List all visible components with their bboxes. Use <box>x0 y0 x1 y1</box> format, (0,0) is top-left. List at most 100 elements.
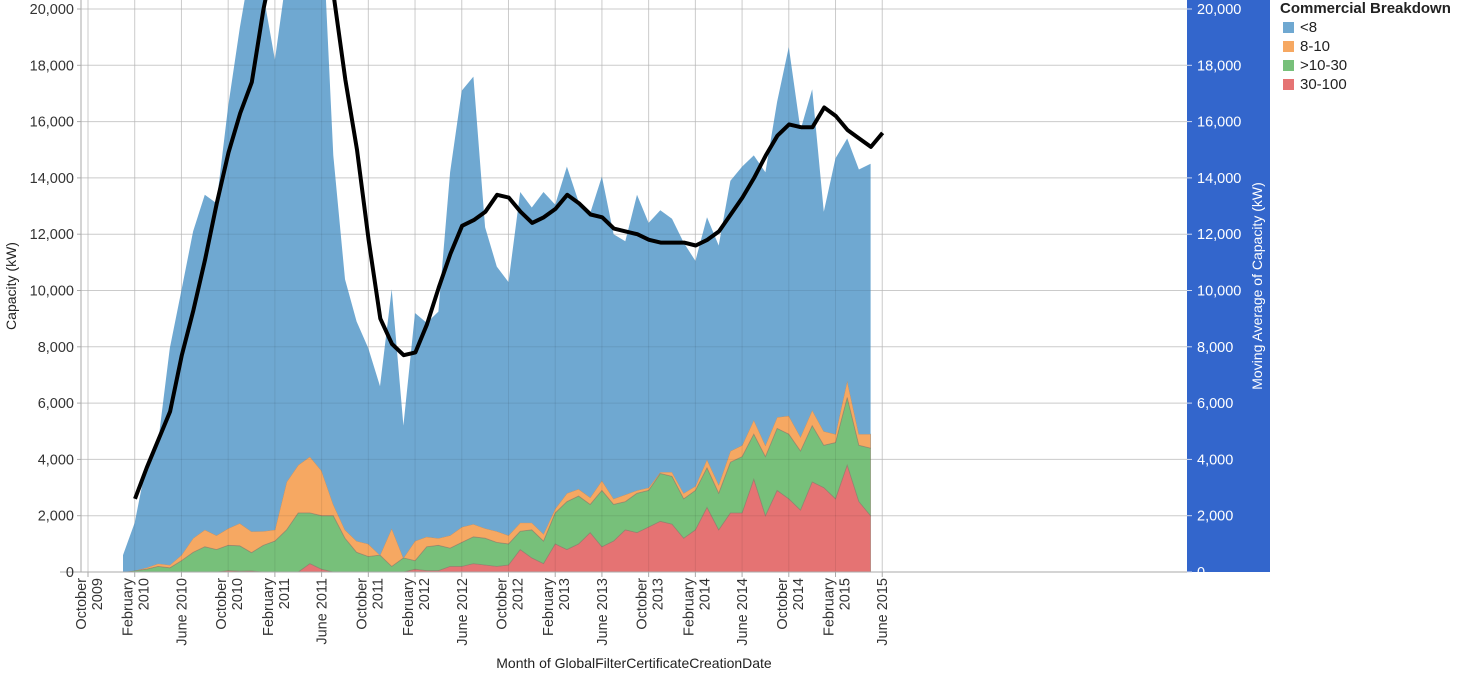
x-tick-line2: 2010 <box>230 578 246 610</box>
x-tick-label: February 2012 <box>401 577 433 636</box>
y-tick-label: 14,000 <box>30 171 74 187</box>
y-tick-label: 18,000 <box>30 58 74 74</box>
x-tick-line1: October <box>214 578 230 630</box>
x-tick-line2: 2010 <box>137 578 153 610</box>
x-tick-line2: 2013 <box>557 578 573 610</box>
y-tick-label: 6,000 <box>38 396 74 412</box>
x-tick-label: October 2012 <box>494 578 526 630</box>
x-tick-line2: 2011 <box>277 578 293 609</box>
right-axis-band <box>1187 0 1270 572</box>
x-tick-label: October 2011 <box>354 578 386 630</box>
y2-tick-label: 4,000 <box>1197 452 1233 468</box>
x-axis-title: Month of GlobalFilterCertificateCreation… <box>496 655 772 671</box>
y-tick-label: 16,000 <box>30 115 74 131</box>
x-tick-line1: June 2012 <box>455 578 471 646</box>
x-tick-line1: February <box>401 577 417 636</box>
x-tick-line1: June 2011 <box>315 578 331 645</box>
y2-tick-label: 14,000 <box>1197 171 1241 187</box>
y2-tick-label: 8,000 <box>1197 340 1233 356</box>
x-tick-line1: October <box>775 578 791 630</box>
legend-label: 8-10 <box>1300 38 1331 55</box>
x-tick-label: June 2014 <box>735 578 751 646</box>
y2-tick-label: 20,000 <box>1197 2 1241 18</box>
y-axis-ticks: 0 2,000 4,000 6,000 8,000 10,000 12,000 14,000 1… <box>30 2 81 581</box>
x-tick-line2: 2015 <box>838 578 854 610</box>
x-tick-label: June 2015 <box>875 578 891 646</box>
x-tick-line1: June 2014 <box>735 578 751 646</box>
legend-item[interactable]: 8-10 <box>1280 37 1451 56</box>
legend-item[interactable]: >10-30 <box>1280 56 1451 75</box>
legend-label: <8 <box>1300 19 1318 36</box>
x-tick-line1: October <box>354 578 370 630</box>
x-tick-label: February 2015 <box>822 577 854 636</box>
x-tick-line1: October <box>494 578 510 630</box>
x-tick-line2: 2014 <box>791 578 807 610</box>
moving-average-layer <box>133 0 885 500</box>
y2-tick-label: 6,000 <box>1197 396 1233 412</box>
y2-tick-label: 0 <box>1197 565 1205 581</box>
x-tick-line2: 2012 <box>510 578 526 610</box>
legend-swatch <box>1283 79 1294 90</box>
legend-swatch <box>1283 41 1294 52</box>
x-tick-label: February 2013 <box>541 577 573 636</box>
x-tick-label: February 2010 <box>121 577 153 636</box>
x-tick-label: February 2014 <box>681 577 713 636</box>
legend-title: Commercial Breakdown <box>1280 0 1451 17</box>
legend-swatch <box>1283 60 1294 71</box>
y2-tick-label: 18,000 <box>1197 58 1241 74</box>
x-tick-label: October 2009 <box>74 578 106 630</box>
y2-tick-label: 10,000 <box>1197 284 1241 300</box>
y2-tick-label: 2,000 <box>1197 509 1233 525</box>
y-tick-label: 20,000 <box>30 2 74 18</box>
moving-average-group <box>133 0 885 500</box>
y-tick-label: 10,000 <box>30 284 74 300</box>
x-tick-line2: 2009 <box>90 578 106 610</box>
x-tick-label: June 2010 <box>174 578 190 646</box>
y2-axis-title: Moving Average of Capacity (kW) <box>1249 182 1265 390</box>
x-tick-label: June 2011 <box>315 578 331 645</box>
y-tick-label: 2,000 <box>38 509 74 525</box>
legend: Commercial Breakdown <8 8-10 >10-30 30-100 <box>1280 0 1451 94</box>
x-tick-label: October 2014 <box>775 578 807 630</box>
legend-item[interactable]: 30-100 <box>1280 75 1451 94</box>
y2-axis-ticks: 0 2,000 4,000 6,000 8,000 10,000 12,000 14,000 1… <box>1187 2 1241 581</box>
legend-items: <8 8-10 >10-30 30-100 <box>1280 18 1451 94</box>
y-axis-title: Capacity (kW) <box>3 242 19 330</box>
x-tick-line1: October <box>635 578 651 630</box>
x-tick-line1: February <box>822 577 838 636</box>
y2-tick-label: 12,000 <box>1197 227 1241 243</box>
x-tick-line2: 2011 <box>370 578 386 609</box>
x-tick-line1: February <box>541 577 557 636</box>
x-tick-line1: June 2013 <box>595 578 611 646</box>
x-tick-line1: October <box>74 578 90 630</box>
legend-label: 30-100 <box>1300 76 1347 93</box>
x-tick-label: October 2013 <box>635 578 667 630</box>
y-tick-label: 0 <box>66 565 74 581</box>
x-tick-label: June 2013 <box>595 578 611 646</box>
y-tick-label: 12,000 <box>30 227 74 243</box>
x-tick-line1: February <box>121 577 137 636</box>
legend-swatch <box>1283 22 1294 33</box>
x-tick-line1: February <box>261 577 277 636</box>
legend-item[interactable]: <8 <box>1280 18 1451 37</box>
x-tick-label: February 2011 <box>261 577 293 636</box>
moving-average-line <box>133 0 885 500</box>
x-tick-line2: 2012 <box>417 578 433 610</box>
area-layers <box>81 0 1187 572</box>
legend-label: >10-30 <box>1300 57 1348 74</box>
x-axis-ticks: October 2009 February 2010 June 2010 October 2… <box>74 572 891 646</box>
x-tick-line1: June 2010 <box>174 578 190 646</box>
y2-tick-label: 16,000 <box>1197 115 1241 131</box>
x-tick-label: June 2012 <box>455 578 471 646</box>
x-tick-line1: February <box>681 577 697 636</box>
x-tick-line1: June 2015 <box>875 578 891 646</box>
x-tick-label: October 2010 <box>214 578 246 630</box>
y-tick-label: 8,000 <box>38 340 74 356</box>
area-series-30-100 <box>123 463 871 572</box>
x-tick-line2: 2013 <box>651 578 667 610</box>
x-tick-line2: 2014 <box>697 578 713 610</box>
area-series--8 <box>123 0 871 572</box>
y-tick-label: 4,000 <box>38 452 74 468</box>
area-group <box>81 0 1187 572</box>
